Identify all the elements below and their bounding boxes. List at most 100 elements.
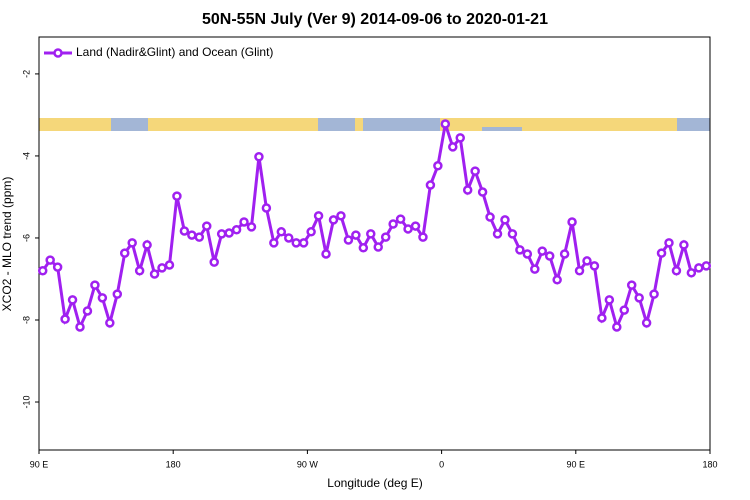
data-point <box>380 232 391 242</box>
data-point <box>462 185 473 195</box>
series-line <box>41 123 707 332</box>
data-point <box>321 249 331 259</box>
data-point <box>112 289 123 299</box>
data-point <box>403 224 413 234</box>
plot-frame <box>38 36 711 451</box>
data-point <box>105 318 115 328</box>
data-point <box>433 161 443 171</box>
data-point <box>119 248 130 258</box>
data-point <box>589 261 600 271</box>
x-axis-label: Longitude (deg E) <box>327 476 422 490</box>
data-point <box>366 229 376 239</box>
data-point <box>455 133 465 143</box>
data-point <box>641 318 652 328</box>
data-point <box>261 203 272 213</box>
data-point <box>485 212 495 222</box>
data-point <box>470 166 480 176</box>
data-point <box>686 268 697 278</box>
y-tick-label: -10 <box>21 396 31 409</box>
data-point <box>37 266 48 276</box>
data-point <box>492 229 503 239</box>
data-point <box>604 295 615 305</box>
data-point <box>388 219 398 229</box>
data-point <box>216 229 227 239</box>
data-point <box>142 240 152 250</box>
data-point <box>448 142 458 152</box>
data-point <box>425 180 436 190</box>
data-point <box>67 295 78 305</box>
data-point <box>395 214 406 224</box>
map-strip <box>39 118 710 131</box>
data-point <box>224 228 234 238</box>
data-point <box>619 305 630 315</box>
data-point <box>313 211 324 221</box>
data-point <box>351 230 361 240</box>
y-tick-label: -6 <box>21 234 31 242</box>
data-point <box>75 322 85 332</box>
legend-marker <box>53 48 63 58</box>
data-point <box>537 246 547 256</box>
data-point <box>127 238 137 248</box>
data-point <box>373 242 383 252</box>
data-point <box>134 266 145 276</box>
data-point <box>291 238 301 248</box>
data-point <box>634 293 644 303</box>
data-point <box>664 238 674 248</box>
x-tick-label: 90 E <box>30 459 49 469</box>
data-point <box>522 249 533 259</box>
data-point <box>202 221 212 231</box>
data-point <box>336 211 346 221</box>
data-point <box>358 243 369 253</box>
data-point <box>328 215 339 225</box>
data-point <box>172 191 182 201</box>
data-point <box>559 249 570 259</box>
data-point <box>60 314 70 324</box>
data-point <box>656 248 667 258</box>
data-point <box>418 232 428 242</box>
x-tick-label: 180 <box>702 459 717 469</box>
data-point <box>164 260 175 270</box>
data-point <box>694 263 704 273</box>
x-tick-label: 90 W <box>297 459 319 469</box>
data-point <box>626 280 637 290</box>
data-point <box>254 152 264 162</box>
data-point <box>552 275 562 285</box>
y-axis-label: XCO2 - MLO trend (ppm) <box>0 177 14 312</box>
x-tick-label: 180 <box>166 459 181 469</box>
data-point <box>530 264 540 274</box>
data-point <box>90 280 100 290</box>
data-point <box>194 232 205 242</box>
data-point <box>410 221 421 231</box>
data-point <box>649 289 659 299</box>
data-point <box>671 266 682 276</box>
data-point <box>343 235 354 245</box>
data-point <box>157 263 167 273</box>
data-point <box>544 251 555 261</box>
data-point <box>597 313 607 323</box>
data-point <box>52 262 63 272</box>
data-point <box>582 256 592 266</box>
data-point <box>231 225 242 235</box>
data-point <box>567 217 577 227</box>
data-point <box>269 238 279 248</box>
data-point <box>477 187 488 197</box>
y-tick-label: -8 <box>21 316 31 324</box>
data-point <box>149 269 160 279</box>
data-point <box>515 245 525 255</box>
data-point <box>574 266 585 276</box>
data-point <box>298 238 309 248</box>
data-point <box>97 293 108 303</box>
y-tick-label: -4 <box>21 152 31 160</box>
data-point <box>179 226 190 236</box>
x-tick-label: 0 <box>439 459 444 469</box>
data-point <box>440 119 451 129</box>
data-point <box>284 233 294 243</box>
legend-label: Land (Nadir&Glint) and Ocean (Glint) <box>76 45 273 59</box>
data-point <box>306 227 316 237</box>
data-point <box>187 230 197 240</box>
data-point <box>612 322 622 332</box>
data-point <box>246 222 257 232</box>
data-point <box>276 227 287 237</box>
chart-title: 50N-55N July (Ver 9) 2014-09-06 to 2020-… <box>202 11 548 28</box>
